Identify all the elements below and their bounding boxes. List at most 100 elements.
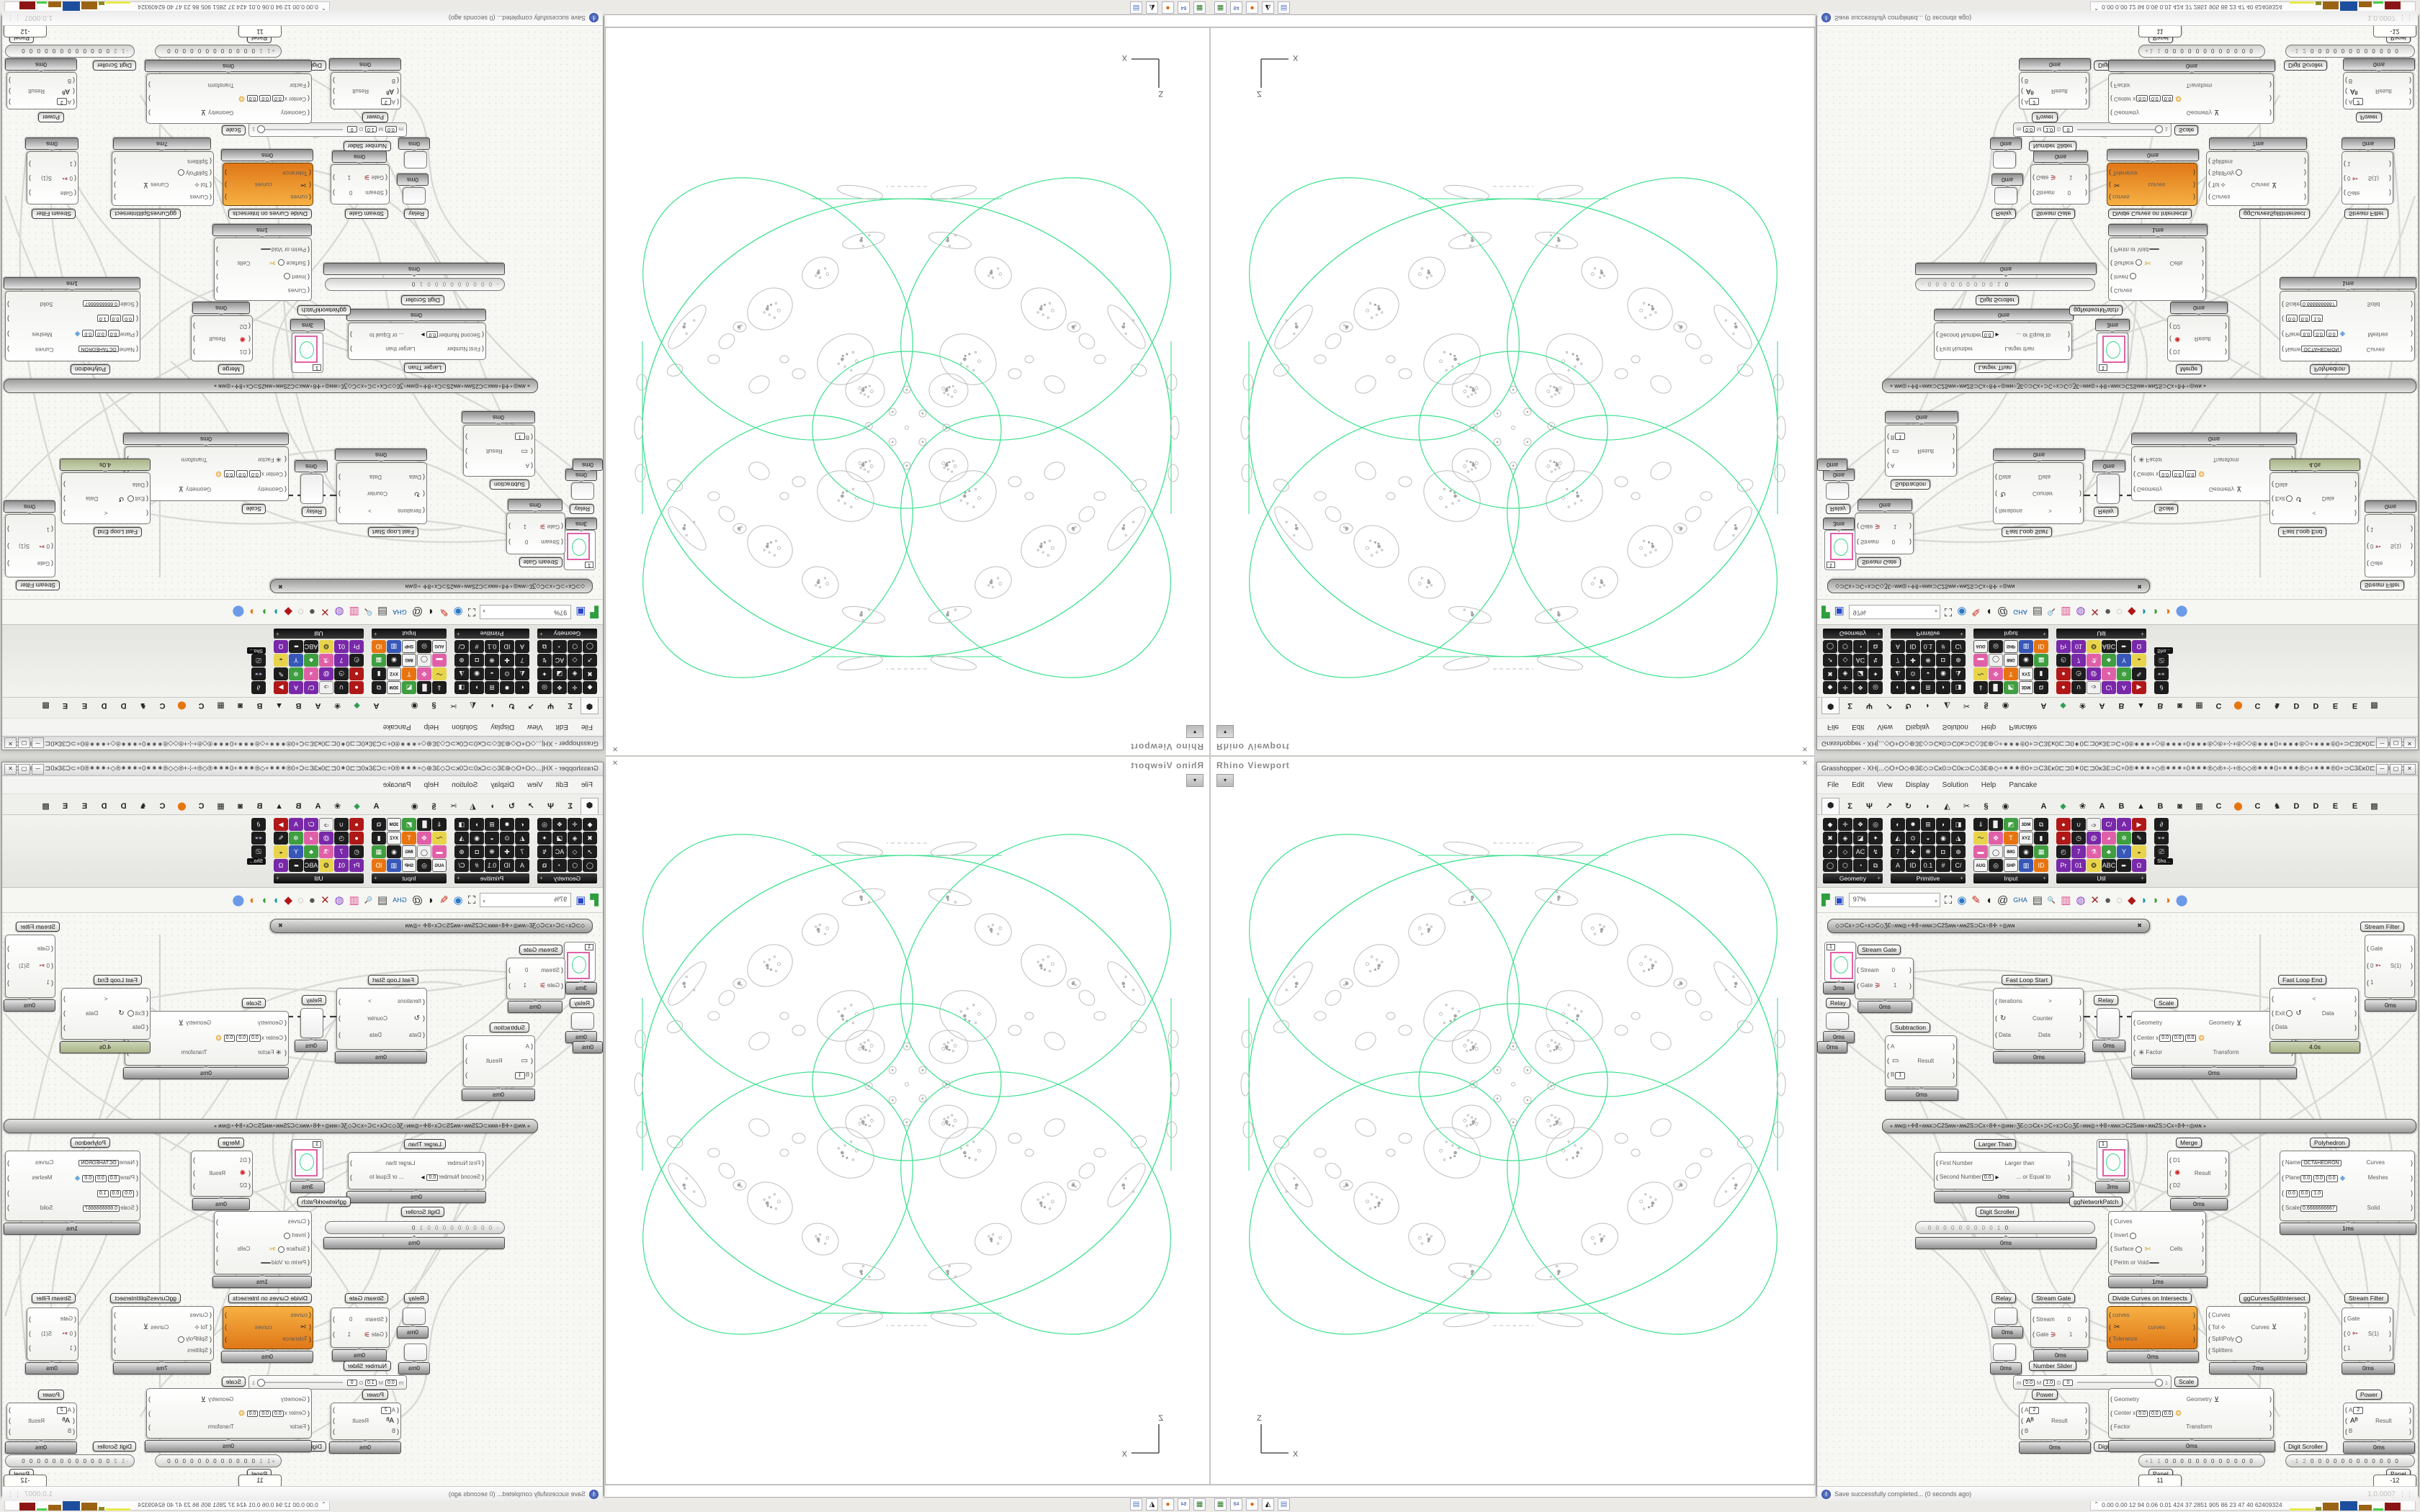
panel-node[interactable]: -12: [4, 1475, 47, 1486]
component-label-subtraction[interactable]: Subtraction: [1891, 480, 1930, 490]
palette-item-icon[interactable]: ◎: [417, 859, 431, 872]
palette-item-icon[interactable]: ▥: [2019, 640, 2033, 653]
category-tab-18[interactable]: ▦: [2195, 802, 2203, 811]
palette-item-icon[interactable]: ⇓: [1973, 681, 1988, 694]
palette-item-icon[interactable]: ➚: [1823, 654, 1837, 667]
category-tab-22[interactable]: ♞: [2273, 802, 2281, 811]
palette-item-icon[interactable]: ⚗: [319, 845, 333, 858]
gh-component[interactable]: Gate0➳S(1)1: [2365, 514, 2415, 577]
ball-orange-icon[interactable]: ◑: [249, 606, 256, 618]
component-label-digit-scroller[interactable]: Digit Scroller: [92, 1441, 136, 1452]
component-label-relay[interactable]: Relay: [302, 507, 326, 517]
open-file-icon[interactable]: ▛: [590, 606, 599, 618]
gh-component[interactable]: Stream0Gate⚞1: [331, 1308, 390, 1348]
collapse-chevron-icon[interactable]: ⌃: [2094, 1500, 2099, 1508]
palette-item-icon[interactable]: ✛: [568, 818, 582, 831]
palette-item-icon[interactable]: C/: [304, 818, 318, 831]
digit-scroller[interactable]: +1 1 0 0 0 0 0 0 0 0 0 0 0 0: [155, 45, 282, 58]
category-tab-2[interactable]: Ψ: [547, 802, 554, 811]
rhino-command-bar[interactable]: [1210, 14, 1815, 27]
palette-item-icon[interactable]: 01: [2071, 640, 2086, 653]
gh-component[interactable]: Stream0Gate⚞1: [2030, 1308, 2089, 1348]
gh-component[interactable]: Stream0Gate⚞1: [1855, 958, 1914, 999]
category-tab-26[interactable]: E: [2352, 701, 2358, 710]
palette-item-icon[interactable]: ◉: [387, 845, 401, 858]
category-tab-24[interactable]: D: [101, 701, 107, 710]
palette-item-icon[interactable]: ◘: [1936, 654, 1950, 667]
email-icon[interactable]: @: [411, 894, 424, 906]
grasshopper-titlebar[interactable]: Grasshopper - XH|...◇O+O◇⊛3Ɛ◇⊃Cĸ0⊃C0ĸ⊃C◇…: [1817, 762, 2418, 776]
palette-item-icon[interactable]: ∪: [2071, 818, 2086, 831]
palette-group-label[interactable]: Geometry: [1823, 629, 1883, 639]
gh-component[interactable]: CurvesInvertSurface✄CellsPerim or Void: [214, 238, 312, 301]
component-label-scale[interactable]: Scale: [221, 1377, 246, 1387]
palette-item-icon[interactable]: ◯: [1823, 640, 1837, 653]
palette-item-icon[interactable]: ◆: [583, 818, 597, 831]
palette-item-icon[interactable]: ⊞: [1921, 818, 1935, 831]
category-tab-2[interactable]: Ψ: [1866, 701, 1873, 710]
network-patch-node[interactable]: 1: [564, 530, 596, 570]
palette-item-icon[interactable]: ⎚: [251, 654, 266, 667]
gh-component[interactable]: CurvesInvertSurface✄CellsPerim or Void: [214, 1211, 312, 1274]
menu-item-pancake[interactable]: Pancake: [382, 780, 411, 789]
palette-item-icon[interactable]: ✖: [1823, 832, 1837, 845]
category-tab-18[interactable]: ▦: [217, 701, 225, 710]
component-label-scale[interactable]: Scale: [2174, 125, 2199, 135]
palette-item-icon[interactable]: Ω: [274, 859, 288, 872]
palette-item-icon[interactable]: ▦: [2034, 845, 2048, 858]
app-icon-calculator[interactable]: ▤: [1278, 1498, 1290, 1511]
gh-component[interactable]: D1✺ResultD2: [2167, 315, 2229, 361]
palette-group-label[interactable]: Input: [372, 873, 447, 883]
relay-node[interactable]: [300, 1008, 323, 1038]
category-tab-5[interactable]: ◗: [1925, 701, 1930, 710]
palette-item-icon[interactable]: ◉: [2019, 654, 2033, 667]
palette-item-icon[interactable]: Ω: [2132, 859, 2146, 872]
component-label-polyhedron[interactable]: Polyhedron: [70, 1138, 110, 1148]
category-tab-4[interactable]: ↻: [1904, 802, 1912, 811]
palette-item-icon[interactable]: ▮: [2034, 832, 2048, 845]
component-label-polyhedron[interactable]: Polyhedron: [2310, 364, 2350, 374]
component-label-ggnetworkpatch[interactable]: ggNetworkPatch: [297, 305, 351, 315]
palette-item-icon[interactable]: ⊙: [1906, 667, 1920, 680]
gh-component[interactable]: D1✺ResultD2: [2167, 1151, 2229, 1197]
palette-item-icon[interactable]: ◘: [470, 654, 484, 667]
app-icon-floppy64[interactable]: 64: [1178, 1, 1190, 14]
palette-item-icon[interactable]: ➚: [1823, 845, 1837, 858]
palette-item-icon[interactable]: ◮: [1951, 667, 1966, 680]
gh-component[interactable]: Iterations>↻CounterDataData: [336, 462, 427, 524]
maximize-button[interactable]: ▢: [18, 764, 30, 775]
palette-item-icon[interactable]: ◪: [1853, 832, 1868, 845]
component-label-digit-scroller[interactable]: Digit Scroller: [400, 295, 444, 305]
menu-item-solution[interactable]: Solution: [1942, 780, 1968, 789]
category-tab-26[interactable]: E: [2352, 802, 2358, 811]
palette-item-icon[interactable]: ◉: [470, 832, 484, 845]
resize-grip[interactable]: ⋮⋮: [6, 14, 21, 22]
gem-red-icon[interactable]: ◆: [2127, 894, 2136, 906]
component-label-stream-filter[interactable]: Stream Filter: [2344, 209, 2388, 219]
palette-item-icon[interactable]: ⎚: [2154, 845, 2169, 858]
component-label-merge[interactable]: Merge: [2176, 364, 2202, 374]
component-label-fast-loop-end[interactable]: Fast Loop End: [2278, 975, 2327, 985]
panel-node[interactable]: 11: [238, 1475, 282, 1486]
zoom-extents-icon[interactable]: ⛶: [1944, 894, 1953, 906]
component-label-ggnetworkpatch[interactable]: ggNetworkPatch: [2069, 305, 2123, 315]
category-tab-18[interactable]: ▦: [2195, 701, 2203, 710]
palette-item-icon[interactable]: ⧉: [372, 818, 386, 831]
palette-item-icon[interactable]: ➩: [2087, 818, 2101, 831]
gh-component[interactable]: Stream0Gate⚞1: [331, 164, 390, 204]
palette-item-icon[interactable]: ▉: [1989, 818, 2003, 831]
component-label-larger-than[interactable]: Larger Than: [1974, 363, 2017, 373]
category-tab-14[interactable]: B: [295, 802, 302, 811]
palette-item-icon[interactable]: Pr: [2056, 640, 2071, 653]
palette-item-icon[interactable]: ♣: [304, 654, 318, 667]
pipe-green-icon[interactable]: ◗: [261, 606, 268, 618]
palette-item-icon[interactable]: ⬡: [568, 640, 582, 653]
digit-scroller[interactable]: +1 1 0 0 0 0 0 0 0 0 0 0 0 0: [2138, 1454, 2265, 1467]
viewport-canvas[interactable]: ZX: [1211, 28, 1814, 739]
palette-item-icon[interactable]: ▉: [417, 818, 431, 831]
menu-item-file[interactable]: File: [581, 780, 593, 789]
digit-scroller[interactable]: -1 2 0 0 0 0 0 0 0 0 0 0 0 0: [2285, 1454, 2415, 1467]
category-tab-23[interactable]: D: [120, 802, 127, 811]
